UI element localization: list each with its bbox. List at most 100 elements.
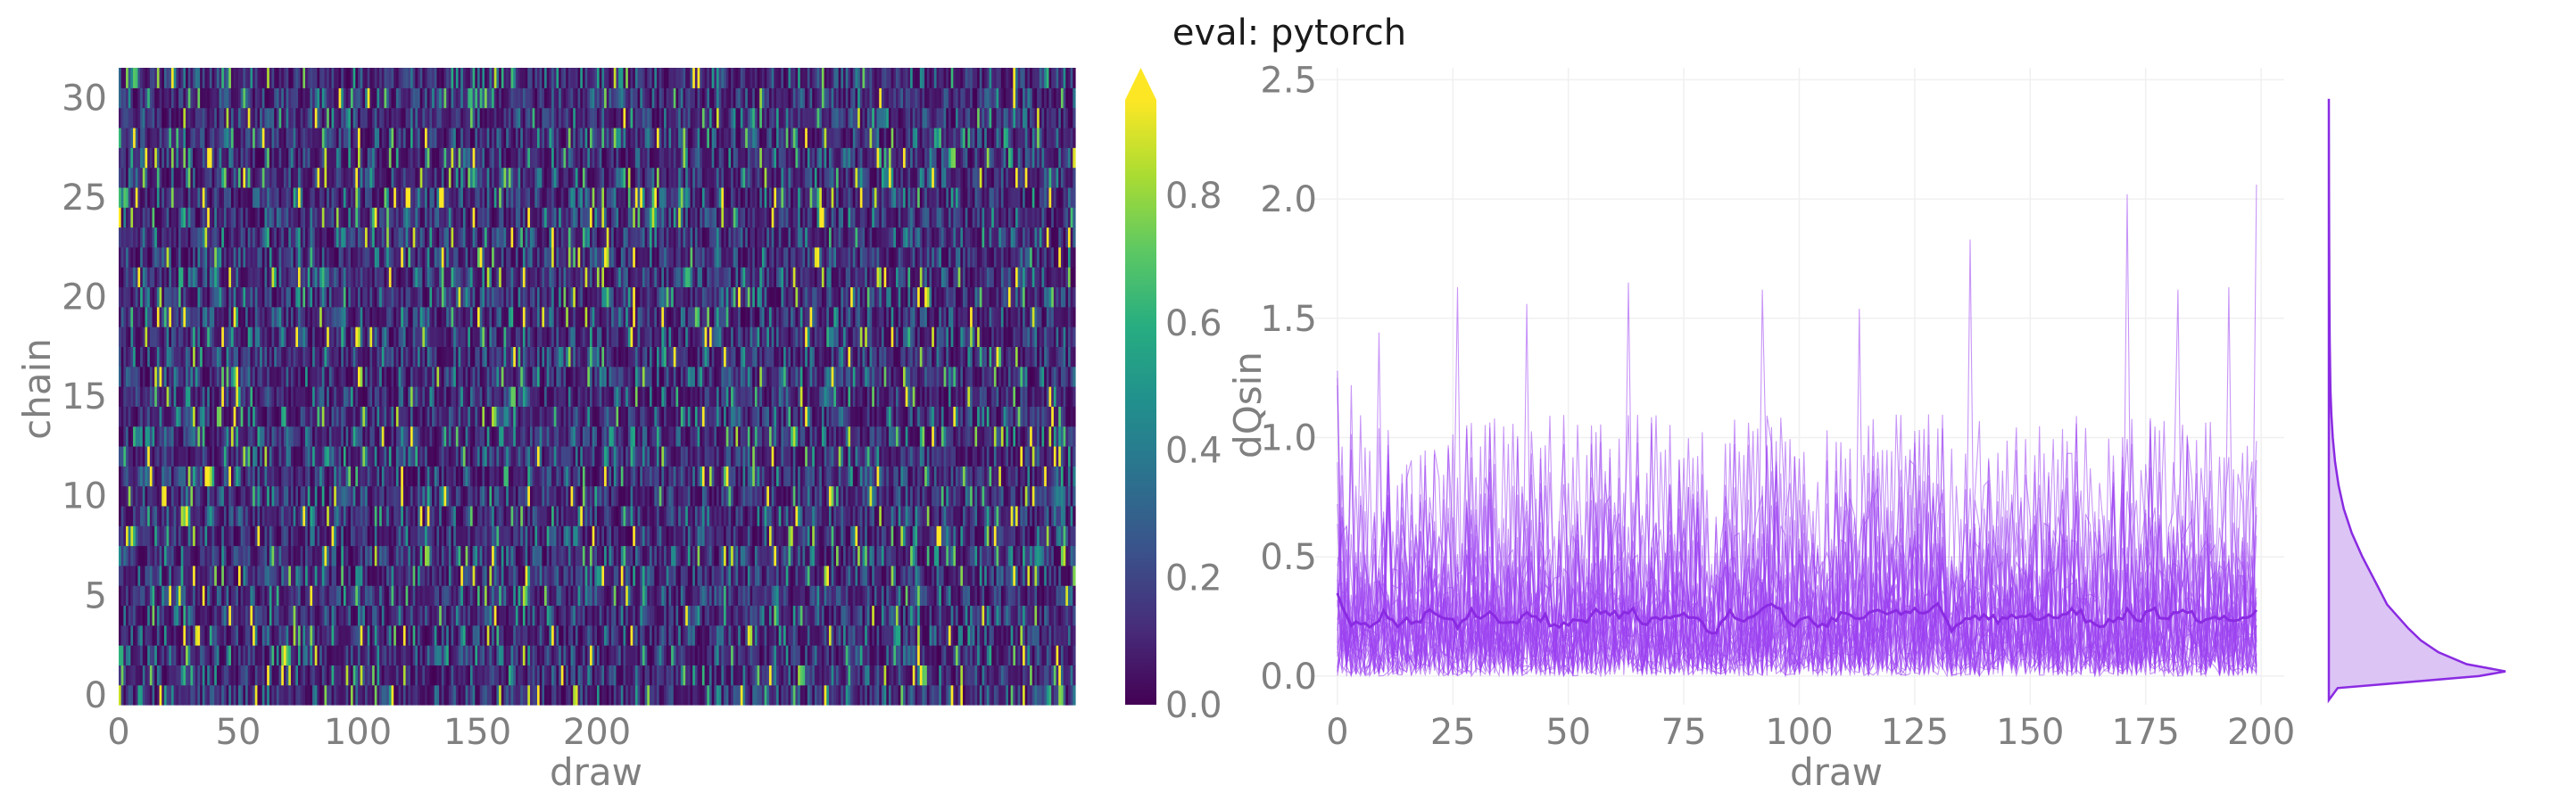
heatmap-cell — [223, 624, 228, 646]
heatmap-cell — [362, 565, 366, 586]
heatmap-cell — [857, 684, 861, 706]
heatmap-cell — [343, 485, 347, 507]
heatmap-cell — [694, 505, 699, 526]
heatmap-cell — [300, 624, 303, 646]
heatmap-cell — [874, 665, 878, 686]
heatmap-cell — [879, 585, 882, 607]
heatmap-cell — [264, 684, 268, 706]
heatmap-cell — [816, 466, 820, 487]
heatmap-cell — [740, 624, 744, 646]
heatmap-cell — [649, 525, 653, 547]
heatmap-cell — [475, 585, 478, 607]
heatmap-cell — [410, 645, 414, 665]
heatmap-cell — [618, 545, 622, 566]
heatmap-cell — [627, 645, 632, 665]
heatmap-cell — [135, 645, 139, 665]
heatmap-cell — [694, 585, 699, 607]
heatmap-cell — [733, 545, 737, 566]
heatmap-cell — [506, 485, 509, 507]
heatmap-cell — [418, 545, 421, 566]
heatmap-cell — [559, 445, 562, 467]
heatmap-cell — [1073, 605, 1076, 626]
heatmap-cell — [345, 525, 349, 547]
heatmap-cell — [436, 684, 440, 706]
heatmap-cell — [321, 525, 326, 547]
heatmap-cell — [135, 545, 139, 566]
heatmap-cell — [979, 684, 983, 706]
heatmap-cell — [862, 485, 866, 507]
heatmap-cell — [640, 585, 643, 607]
heatmap-cell — [857, 605, 861, 626]
heatmap-cell — [716, 545, 720, 566]
heatmap-cell — [881, 485, 885, 507]
heatmap-cell — [625, 645, 629, 665]
heatmap-cell — [956, 585, 959, 607]
heatmap-cell — [1039, 605, 1043, 626]
heatmap-cell — [434, 545, 438, 566]
heatmap-cell — [965, 545, 968, 566]
heatmap-cell — [866, 545, 871, 566]
heatmap-cell — [707, 466, 710, 487]
heatmap-cell — [147, 585, 151, 607]
heatmap-cell — [477, 505, 481, 526]
heatmap-cell — [1000, 684, 1005, 706]
heatmap-cell — [900, 485, 904, 507]
heatmap-cell — [358, 565, 361, 586]
heatmap-cell — [312, 565, 316, 586]
heatmap-cell — [451, 505, 454, 526]
heatmap-cell — [836, 466, 840, 487]
heatmap-cell — [539, 684, 543, 706]
heatmap-cell — [335, 565, 340, 586]
heatmap-cell — [219, 605, 222, 626]
heatmap-cell — [735, 565, 739, 586]
heatmap-cell — [515, 565, 519, 586]
heatmap-cell — [647, 505, 650, 526]
heatmap-cell — [563, 605, 567, 626]
heatmap-cell — [250, 665, 253, 686]
heatmap-cell — [644, 585, 648, 607]
heatmap-cell — [465, 665, 468, 686]
heatmap-cell — [869, 565, 873, 586]
heatmap-cell — [1051, 665, 1055, 686]
heatmap-cell — [458, 585, 461, 607]
heatmap-cell — [443, 485, 447, 507]
heatmap-cell — [123, 445, 127, 467]
heatmap-cell — [532, 466, 535, 487]
heatmap-cell — [1034, 624, 1038, 646]
heatmap-cell — [960, 684, 964, 706]
heatmap-cell — [731, 505, 734, 526]
heatmap-cell — [529, 545, 534, 566]
heatmap-cell — [651, 585, 655, 607]
heatmap-cell — [960, 665, 964, 686]
heatmap-cell — [998, 485, 1002, 507]
heatmap-cell — [479, 525, 483, 547]
heatmap-cell — [286, 505, 289, 526]
heatmap-cell — [219, 466, 222, 487]
heatmap-cell — [630, 525, 634, 547]
heatmap-cell — [216, 505, 220, 526]
heatmap-cell — [276, 645, 280, 665]
heatmap-cell — [140, 445, 144, 467]
heatmap-cell — [223, 605, 228, 626]
heatmap-cell — [694, 684, 699, 706]
heatmap-cell — [939, 585, 942, 607]
heatmap-cell — [372, 545, 376, 566]
heatmap-cell — [707, 645, 710, 665]
heatmap-cell — [367, 665, 370, 686]
heatmap-cell — [250, 624, 253, 646]
heatmap-cell — [750, 525, 753, 547]
heatmap-cell — [785, 605, 789, 626]
heatmap-cell — [508, 466, 512, 487]
heatmap-cell — [180, 684, 184, 706]
heatmap-cell — [972, 684, 976, 706]
heatmap-cell — [874, 605, 878, 626]
heatmap-cell — [298, 505, 302, 526]
heatmap-cell — [343, 545, 347, 566]
heatmap-cell — [219, 505, 222, 526]
heatmap-cell — [881, 466, 885, 487]
heatmap-cell — [795, 605, 799, 626]
heatmap-cell — [750, 684, 753, 706]
heatmap-cell — [462, 445, 467, 467]
heatmap-cell — [1063, 645, 1066, 665]
heatmap-cell — [589, 645, 593, 665]
